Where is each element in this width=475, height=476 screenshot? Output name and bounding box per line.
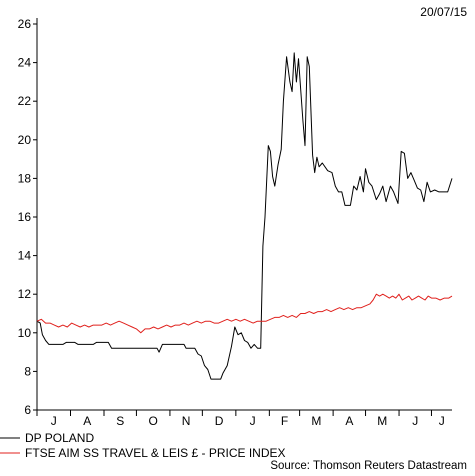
- x-tick-label: O: [149, 414, 158, 428]
- y-tick-label: 22: [18, 94, 32, 108]
- y-tick-label: 8: [24, 364, 31, 378]
- y-tick-label: 6: [24, 403, 31, 417]
- x-tick-label: N: [182, 414, 191, 428]
- x-tick-label: F: [281, 414, 288, 428]
- series-line-dp-poland: [36, 52, 453, 380]
- y-tick-label: 24: [18, 56, 32, 70]
- y-tick-label: 16: [18, 210, 32, 224]
- source-note: Source: Thomson Reuters Datastream: [270, 460, 467, 472]
- legend-label-ftse-aim-index: FTSE AIM SS TRAVEL & LEIS £ - PRICE INDE…: [25, 446, 286, 460]
- series-layer: [36, 52, 453, 380]
- legend: DP POLAND FTSE AIM SS TRAVEL & LEIS £ - …: [0, 431, 286, 460]
- y-tick-label: 18: [18, 171, 32, 185]
- y-tick-label: 14: [18, 249, 32, 263]
- chart-date: 20/07/15: [420, 5, 467, 19]
- x-tick-label: A: [345, 414, 353, 428]
- x-tick-label: J: [250, 414, 256, 428]
- series-line-ftse-aim-index: [36, 293, 453, 334]
- x-tick-label: A: [83, 414, 91, 428]
- x-tick-label: J: [412, 414, 418, 428]
- y-tick-label: 26: [18, 17, 32, 31]
- x-tick-label: M: [311, 414, 321, 428]
- x-tick-label: S: [116, 414, 124, 428]
- y-tick-label: 10: [18, 326, 32, 340]
- x-tick-label: D: [215, 414, 224, 428]
- y-axis: 6 8 10 12 14 16 18 20 22 24 26: [18, 17, 38, 417]
- legend-label-dp-poland: DP POLAND: [25, 431, 94, 445]
- x-tick-label: J: [51, 414, 57, 428]
- y-tick-label: 12: [18, 287, 32, 301]
- x-tick-label: J: [439, 414, 445, 428]
- y-tick-label: 20: [18, 133, 32, 147]
- x-tick-label: M: [377, 414, 387, 428]
